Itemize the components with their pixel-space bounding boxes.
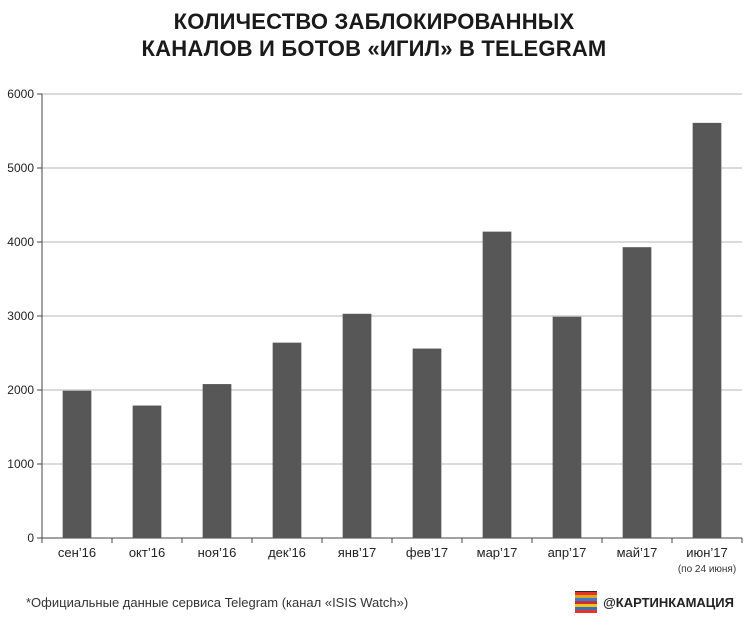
x-tick-label: дек’16: [268, 545, 306, 560]
logo-stripe: [575, 592, 598, 595]
chart-title: КОЛИЧЕСТВО ЗАБЛОКИРОВАННЫХ КАНАЛОВ И БОТ…: [0, 8, 748, 62]
bar-3: [202, 384, 232, 538]
bar-1: [62, 390, 92, 538]
brand-label: @КАРТИНКАМАЦИЯ: [603, 594, 734, 610]
chart-title-line-1: КОЛИЧЕСТВО ЗАБЛОКИРОВАННЫХ: [173, 9, 575, 34]
bar-2: [132, 405, 162, 538]
y-tick-label: 0: [27, 531, 34, 545]
brand[interactable]: @КАРТИНКАМАЦИЯ: [575, 591, 734, 613]
x-tick-label: фев’17: [406, 545, 448, 560]
y-tick-label: 3000: [7, 309, 34, 323]
x-tick-label: май’17: [617, 545, 658, 560]
x-tick-label: июн’17: [686, 545, 728, 560]
logo-stripe: [575, 595, 598, 598]
logo-stripe: [575, 604, 598, 607]
logo-stripe: [575, 601, 598, 604]
footnote: *Официальные данные сервиса Telegram (ка…: [26, 595, 409, 610]
chart-title-line-2: КАНАЛОВ И БОТОВ «ИГИЛ» В TELEGRAM: [141, 36, 607, 61]
bar-6: [412, 348, 442, 538]
x-tick-note: (по 24 июня): [678, 564, 736, 575]
logo-stripe: [575, 598, 598, 601]
x-tick-label: янв’17: [338, 545, 376, 560]
bar-5: [342, 313, 372, 538]
bar-7: [482, 231, 512, 538]
y-tick-label: 5000: [7, 161, 34, 175]
x-tick-label: сен’16: [58, 545, 96, 560]
tick-labels: 0 1000 2000 3000 4000 5000 6000 сен’16 окт’16 ноя…: [7, 87, 736, 575]
logo-stripe: [575, 610, 598, 613]
x-tick-label: окт’16: [129, 545, 165, 560]
y-tick-label: 2000: [7, 383, 34, 397]
y-tick-label: 6000: [7, 87, 34, 101]
x-tick-label: ноя’16: [198, 545, 237, 560]
logo-stripe: [575, 607, 598, 610]
bar-8: [552, 316, 582, 538]
kartinkamaciya-logo-icon: [575, 591, 598, 613]
bars: [62, 122, 722, 539]
x-tick-label: апр’17: [548, 545, 587, 560]
bar-9: [622, 247, 652, 538]
x-tick-label: мар’17: [477, 545, 518, 560]
y-tick-label: 4000: [7, 235, 34, 249]
bar-4: [272, 342, 302, 538]
bar-10: [692, 122, 722, 539]
y-tick-label: 1000: [7, 457, 34, 471]
